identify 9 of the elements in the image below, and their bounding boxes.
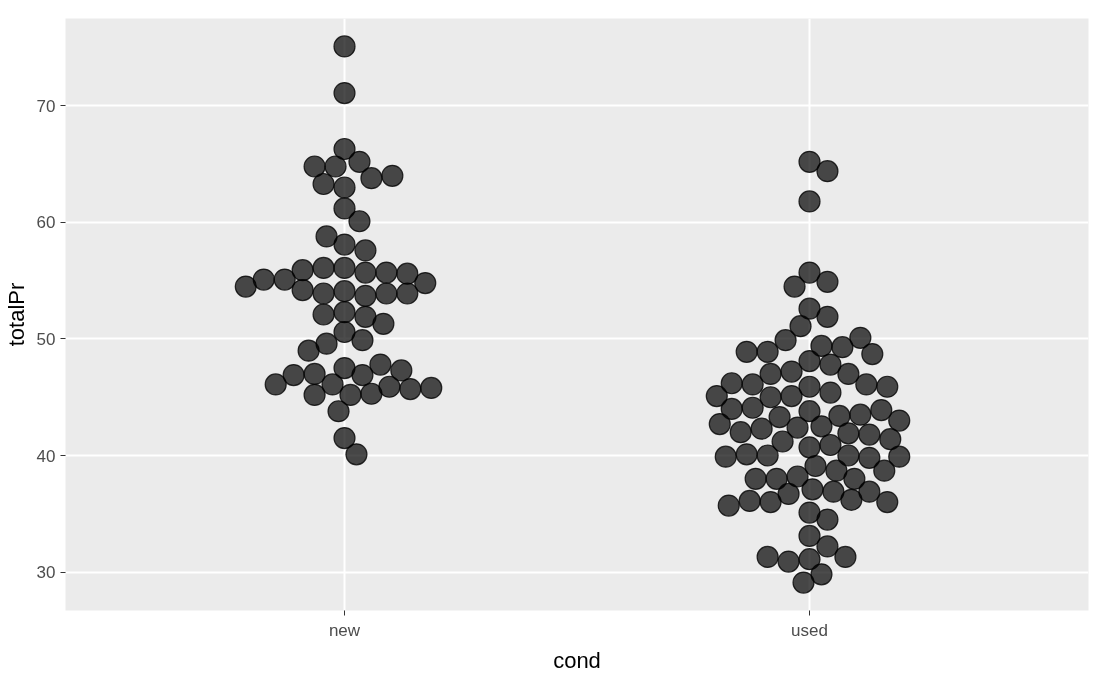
- y-tick-label: 60: [36, 213, 56, 233]
- x-tick-label: used: [791, 620, 828, 640]
- x-axis-title: cond: [553, 647, 601, 673]
- y-tick-label: 40: [36, 446, 56, 466]
- y-axis-title: totalPr: [3, 282, 29, 347]
- x-tick-label: new: [328, 620, 361, 640]
- y-tick-label: 70: [36, 96, 56, 116]
- y-tick-label: 30: [36, 563, 56, 583]
- y-tick-label: 50: [36, 329, 56, 349]
